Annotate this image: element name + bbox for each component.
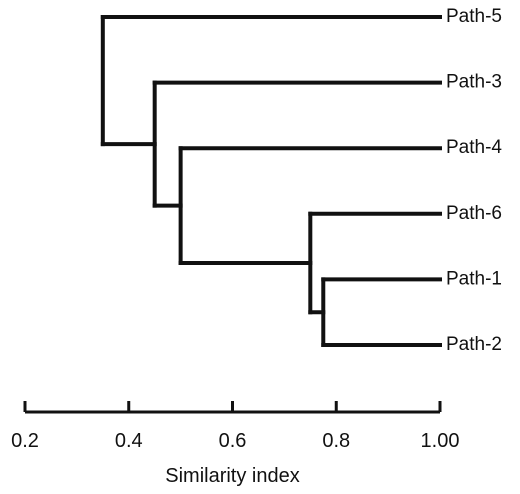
axis-tick-labels: 0.2 0.4 0.6 0.8 1.00	[11, 430, 459, 452]
leaf-label-path-3: Path-3	[446, 72, 502, 93]
branch-group	[100, 15, 442, 347]
axis-title: Similarity index	[165, 465, 299, 487]
axis-ticks	[23, 401, 442, 412]
leaf-label-group: Path-5 Path-3 Path-4 Path-6 Path-1 Path-2	[446, 6, 502, 355]
axis-tick-label: 0.6	[219, 430, 247, 452]
leaf-label-path-6: Path-6	[446, 203, 502, 224]
axis-tick-label: 1.00	[421, 430, 460, 452]
similarity-axis: 0.2 0.4 0.6 0.8 1.00 Similarity index	[11, 401, 459, 487]
leaf-label-path-1: Path-1	[446, 268, 502, 289]
leaf-label-path-4: Path-4	[446, 137, 502, 158]
leaf-label-path-5: Path-5	[446, 6, 502, 27]
leaf-label-path-2: Path-2	[446, 334, 502, 355]
axis-tick-label: 0.2	[11, 430, 39, 452]
axis-tick-label: 0.8	[322, 430, 350, 452]
axis-tick-label: 0.4	[115, 430, 143, 452]
